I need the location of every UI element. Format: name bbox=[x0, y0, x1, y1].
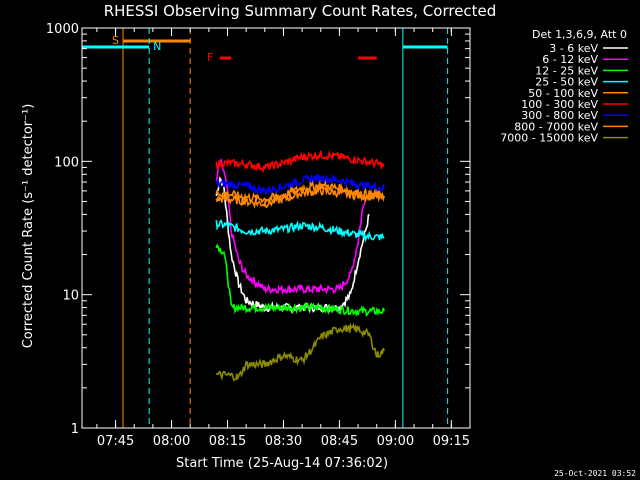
x-tick-label: 08:45 bbox=[321, 434, 358, 449]
legend-label-6: 300 - 800 keV bbox=[521, 109, 598, 122]
series-line-1 bbox=[215, 157, 367, 296]
x-tick-label: 09:00 bbox=[377, 434, 414, 449]
axes: 07:45 08:00 08:15 08:30 08:45 09:00 09:15 1 10 10… bbox=[46, 22, 471, 449]
legend-label-1: 6 - 12 keV bbox=[542, 53, 598, 66]
plot-frame bbox=[81, 27, 471, 429]
y-axis-label: Corrected Count Rate (s⁻¹ detector⁻¹) bbox=[21, 104, 36, 349]
legend-label-4: 50 - 100 keV bbox=[528, 87, 598, 100]
legend-header: Det 1,3,6,9, Att 0 bbox=[532, 28, 627, 41]
y-tick-label: 1 bbox=[71, 422, 79, 437]
y-tick-label: 1000 bbox=[46, 22, 79, 37]
legend-label-3: 25 - 50 keV bbox=[535, 76, 598, 89]
series-line-7 bbox=[215, 179, 385, 205]
x-axis-label: Start Time (25-Aug-14 07:36:02) bbox=[176, 456, 388, 471]
timestamp: 25-Oct-2021 03:52 bbox=[554, 469, 636, 478]
series-line-3 bbox=[215, 219, 385, 243]
series-line-8 bbox=[215, 322, 385, 382]
legend-label-8: 7000 - 15000 keV bbox=[500, 132, 598, 145]
chart-title: RHESSI Observing Summary Count Rates, Co… bbox=[104, 2, 497, 20]
legend-label-2: 12 - 25 keV bbox=[535, 64, 598, 77]
series-line-2 bbox=[215, 243, 385, 318]
x-tick-label: 08:30 bbox=[265, 434, 302, 449]
legend-label-7: 800 - 7000 keV bbox=[514, 120, 598, 133]
x-tick-label: 09:15 bbox=[433, 434, 470, 449]
series-line-6 bbox=[215, 173, 385, 196]
annotations: S N F bbox=[82, 28, 449, 428]
x-tick-label: 08:15 bbox=[209, 434, 246, 449]
flare-label: F bbox=[207, 51, 213, 64]
x-tick-label: 08:00 bbox=[153, 434, 190, 449]
night-label: N bbox=[153, 40, 161, 53]
legend-label-5: 100 - 300 keV bbox=[521, 98, 598, 111]
x-tick-label: 07:45 bbox=[97, 434, 134, 449]
y-tick-label: 10 bbox=[62, 289, 79, 304]
legend-label-0: 3 - 6 keV bbox=[549, 42, 598, 55]
saa-label: S bbox=[112, 34, 119, 47]
series-line-5 bbox=[215, 149, 385, 174]
y-tick-label: 100 bbox=[54, 155, 79, 170]
plot-area bbox=[215, 149, 385, 382]
